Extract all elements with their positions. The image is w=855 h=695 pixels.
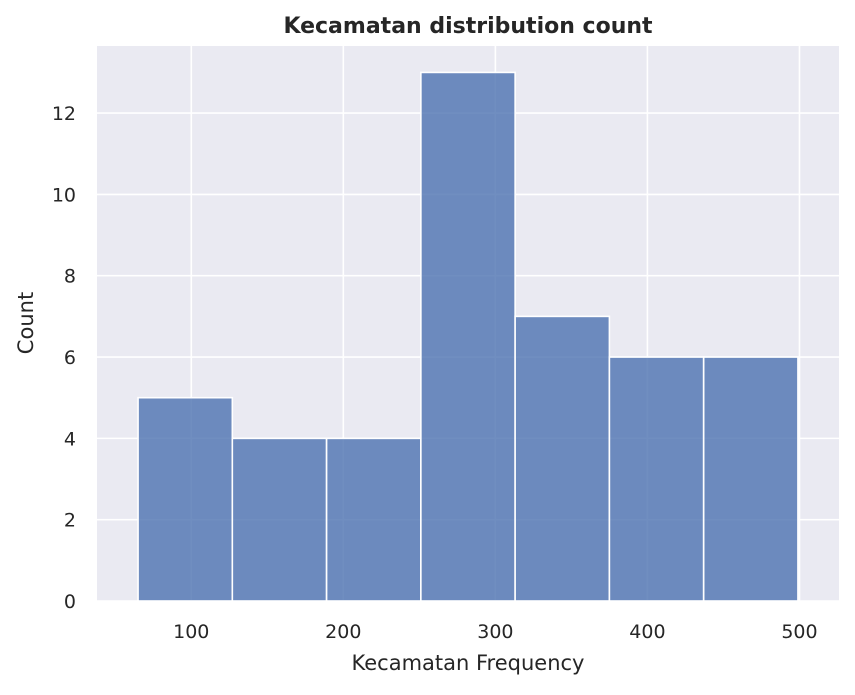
chart-title: Kecamatan distribution count bbox=[283, 14, 653, 39]
y-tick-label: 12 bbox=[52, 103, 76, 125]
y-tick-label: 6 bbox=[64, 347, 76, 369]
histogram-bar bbox=[608, 356, 705, 602]
histogram-bar bbox=[420, 71, 516, 602]
histogram-bar bbox=[137, 396, 234, 602]
x-tick-label: 100 bbox=[173, 621, 209, 643]
y-tick-label: 0 bbox=[64, 591, 76, 613]
histogram-bar bbox=[702, 356, 799, 602]
histogram-bar bbox=[514, 315, 611, 602]
x-tick-label: 400 bbox=[629, 621, 665, 643]
bars bbox=[137, 71, 799, 602]
x-tick-label: 300 bbox=[477, 621, 513, 643]
x-tick-labels: 100 200 300 400 500 bbox=[173, 621, 817, 643]
y-tick-label: 10 bbox=[52, 184, 76, 206]
y-tick-label: 8 bbox=[64, 266, 76, 288]
y-tick-labels: 0 2 4 6 8 10 12 bbox=[52, 103, 76, 613]
x-axis-label: Kecamatan Frequency bbox=[352, 651, 585, 675]
y-tick-label: 2 bbox=[64, 510, 76, 532]
histogram-bar bbox=[231, 437, 328, 602]
histogram-bar bbox=[325, 437, 422, 602]
y-axis-label: Count bbox=[14, 292, 38, 354]
y-tick-label: 4 bbox=[64, 428, 76, 450]
x-tick-label: 500 bbox=[781, 621, 817, 643]
x-tick-label: 200 bbox=[325, 621, 361, 643]
